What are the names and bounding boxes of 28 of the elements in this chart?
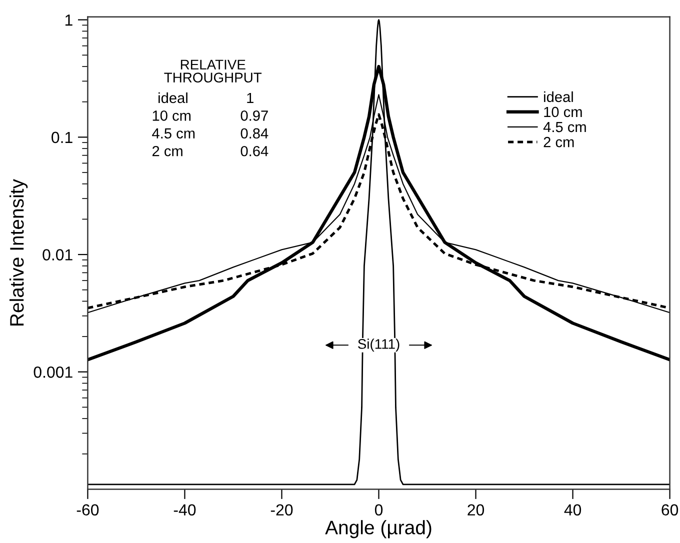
annotation: 0.64 — [240, 146, 268, 156]
annotation: 0.97 — [240, 110, 268, 121]
legend-label: 2 cm — [544, 136, 574, 148]
annotation: 4.5 cm — [152, 128, 195, 139]
y-axis-title: Relative Intensity — [9, 179, 28, 326]
y-tick-label: 0.1 — [52, 132, 72, 144]
annotation: 1 — [247, 92, 254, 103]
annotation: Si(111) — [358, 338, 400, 352]
x-tick-label: 0 — [374, 504, 383, 516]
x-tick-label: 40 — [564, 504, 582, 516]
annotation: 2 cm — [152, 146, 182, 156]
x-tick-label: -40 — [174, 504, 196, 516]
annotation: ideal — [158, 92, 188, 104]
x-tick-label: 60 — [662, 504, 678, 516]
annotation: 0.84 — [240, 128, 268, 139]
legend-label: ideal — [544, 91, 573, 102]
line-series — [88, 19, 670, 486]
y-tick-label: 1 — [65, 14, 72, 26]
y-tick-label: 0.01 — [42, 249, 72, 260]
annotation: 10 cm — [152, 110, 190, 121]
legend-label: 10 cm — [544, 106, 582, 118]
annotation: RELATIVE THROUGHPUT — [164, 60, 262, 82]
x-axis-title: Angle (µrad) — [325, 520, 432, 538]
x-tick-label: 20 — [468, 504, 484, 516]
y-tick-label: 0.001 — [34, 366, 72, 378]
x-tick-label: -60 — [76, 504, 99, 516]
legend-label: 4.5 cm — [543, 122, 586, 132]
x-tick-label: -20 — [270, 504, 293, 516]
